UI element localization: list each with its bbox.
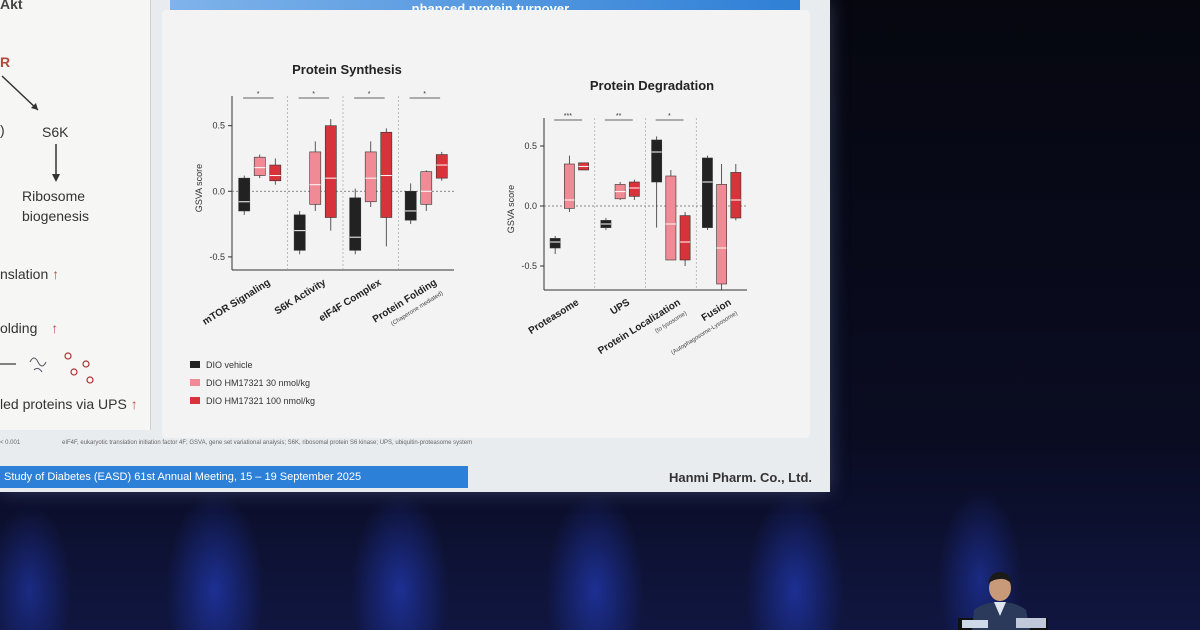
speaker-figure [958, 572, 1048, 630]
y-tick-label: -0.5 [209, 252, 225, 262]
translation-label: nslation ↑ [0, 266, 59, 282]
box [293, 214, 306, 251]
box [665, 175, 677, 261]
up-arrow-icon: ↑ [52, 266, 60, 282]
s6k-label: S6K [42, 124, 69, 140]
legend-label: DIO vehicle [206, 360, 253, 370]
significance-mark: * [368, 91, 371, 98]
significance-mark: *** [564, 113, 572, 120]
box [563, 163, 575, 209]
up-arrow-icon: ↑ [51, 320, 59, 336]
box [730, 172, 742, 219]
legend-swatch [190, 397, 200, 404]
ups-label: led proteins via UPS ↑ [0, 396, 138, 412]
folding-label: olding ↑ [0, 320, 58, 336]
y-tick-label: 0.5 [524, 141, 537, 151]
y-axis-label: GSVA score [506, 185, 516, 233]
significance-mark: * [312, 91, 315, 98]
company-name-area: Hanmi Pharm. Co., Ltd. [472, 466, 812, 488]
projection-screen: ...nhanced protein turnover Akt R ) S6K … [0, 0, 830, 492]
chart-2: Protein Degradation GSVA score 0.5 0.0 -0.5 *… [506, 78, 747, 357]
legend: DIO vehicle DIO HM17321 30 nmol/kg DIO HM1… [190, 360, 315, 406]
box [549, 238, 561, 249]
significance-mark: * [668, 113, 671, 120]
y-tick-label: -0.5 [521, 261, 537, 271]
translation-text: nslation [0, 266, 49, 282]
category-label: mTOR Signaling [201, 277, 273, 327]
box [349, 197, 362, 251]
down-arrow-icon [52, 144, 60, 182]
significance-mark: ** [616, 113, 622, 120]
footnote-pvalue: < 0.001 [0, 440, 21, 446]
akt-label: Akt [0, 0, 23, 12]
significance-mark: * [257, 91, 260, 98]
folding-text: olding [0, 320, 38, 336]
legend-swatch [190, 379, 200, 386]
box [253, 156, 266, 176]
chart-title: Protein Synthesis [292, 62, 402, 77]
conference-bar: Study of Diabetes (EASD) 61st Annual Mee… [0, 466, 468, 488]
conference-text: Study of Diabetes (EASD) 61st Annual Mee… [4, 471, 362, 483]
box [628, 181, 640, 197]
box [324, 125, 337, 218]
chart-title: Protein Degradation [590, 78, 714, 93]
y-tick-label: 0.0 [524, 201, 537, 211]
box [679, 215, 691, 261]
up-arrow-icon: ↑ [130, 396, 138, 412]
box [702, 157, 713, 228]
y-axis-label: GSVA score [194, 164, 204, 212]
biogenesis-label: biogenesis [22, 208, 89, 224]
protein-fragments-icon [0, 352, 94, 384]
partial-bracket: ) [0, 122, 5, 138]
box [651, 139, 663, 183]
box-plots: Protein Synthesis GSVA score 0.5 0.0 -0.5 * mT… [190, 62, 747, 406]
chart-panel: Protein Synthesis GSVA score 0.5 0.0 -0.5 * mT… [162, 10, 810, 438]
box [435, 154, 448, 179]
ribosome-label: Ribosome [22, 188, 86, 204]
footnote-text: eIF4F, eukaryotic translation initiation… [62, 440, 473, 446]
box [420, 171, 433, 205]
box [309, 151, 322, 205]
box [364, 151, 377, 203]
y-tick-label: 0.0 [212, 186, 225, 196]
category-label: S6K Activity [273, 277, 328, 317]
box [380, 131, 393, 218]
legend-label: DIO HM17321 100 nmol/kg [206, 396, 315, 406]
category-label: Proteasome [527, 297, 582, 337]
legend-swatch [190, 361, 200, 368]
box [269, 164, 282, 182]
box [404, 190, 417, 221]
pathway-arrow-icon [1, 75, 39, 111]
chart-1: Protein Synthesis GSVA score 0.5 0.0 -0.5 * mT… [194, 62, 454, 328]
r-label: R [0, 54, 11, 70]
ups-text: led proteins via UPS [0, 396, 127, 412]
pathway-panel: Akt R ) S6K Ribosome biogenesis nslation… [0, 0, 151, 430]
legend-label: DIO HM17321 30 nmol/kg [206, 378, 310, 388]
company-name: Hanmi Pharm. Co., Ltd. [668, 470, 812, 485]
significance-mark: * [423, 91, 426, 98]
box [716, 184, 727, 285]
y-tick-label: 0.5 [212, 121, 225, 131]
category-label: UPS [609, 297, 633, 317]
box [238, 177, 251, 212]
